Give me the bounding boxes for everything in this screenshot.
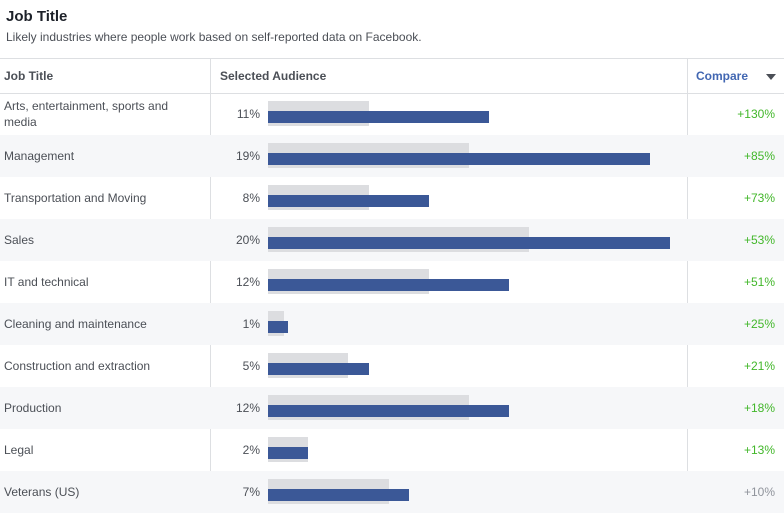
audience-percent: 1%	[242, 317, 260, 331]
column-header-compare[interactable]: Compare	[696, 69, 749, 83]
compare-value: +18%	[743, 401, 775, 415]
compare-value: +51%	[743, 275, 775, 289]
audience-percent: 7%	[242, 485, 260, 499]
selected-audience-bar	[268, 195, 429, 207]
selected-audience-bar	[268, 279, 509, 291]
audience-percent: 12%	[235, 275, 260, 289]
job-title-label: Cleaning and maintenance	[4, 317, 147, 331]
audience-percent: 12%	[235, 401, 260, 415]
compare-value: +85%	[743, 149, 775, 163]
job-title-label: Sales	[4, 233, 35, 247]
table-row: Legal 2% +13%	[0, 429, 784, 471]
table-row: Veterans (US) 7% +10%	[0, 471, 784, 513]
selected-audience-bar	[268, 321, 288, 333]
section-title: Job Title	[6, 8, 68, 25]
table-row: Construction and extraction 5% +21%	[0, 345, 784, 387]
column-header-job-title: Job Title	[4, 69, 54, 83]
compare-value: +130%	[737, 107, 775, 121]
selected-audience-bar	[268, 153, 650, 165]
job-title-label: IT and technical	[4, 275, 89, 289]
table-row: Transportation and Moving 8% +73%	[0, 177, 784, 219]
job-title-label: Management	[4, 149, 75, 163]
compare-value: +73%	[743, 191, 775, 205]
audience-percent: 19%	[235, 149, 260, 163]
section-subtitle: Likely industries where people work base…	[6, 30, 422, 44]
table-row: Sales 20% +53%	[0, 219, 784, 261]
selected-audience-bar	[268, 237, 670, 249]
job-title-label: Transportation and Moving	[4, 191, 147, 205]
selected-audience-bar	[268, 405, 509, 417]
audience-percent: 2%	[242, 443, 260, 457]
audience-percent: 8%	[242, 191, 260, 205]
compare-value: +10%	[743, 485, 775, 499]
table-row: Production 12% +18%	[0, 387, 784, 429]
job-title-label: Construction and extraction	[4, 359, 151, 373]
section-header: Job Title Likely industries where people…	[0, 0, 784, 58]
job-title-label: Legal	[4, 443, 34, 457]
audience-percent: 20%	[235, 233, 260, 247]
job-title-label: Arts, entertainment, sports and media	[4, 99, 169, 129]
table-header: Job Title Selected Audience Compare	[0, 58, 784, 94]
selected-audience-bar	[268, 111, 489, 123]
compare-value: +13%	[743, 443, 775, 457]
audience-percent: 11%	[236, 107, 260, 121]
job-title-label: Veterans (US)	[4, 485, 80, 499]
audience-percent: 5%	[242, 359, 260, 373]
selected-audience-bar	[268, 447, 308, 459]
compare-value: +21%	[743, 359, 775, 373]
table-row: Cleaning and maintenance 1% +25%	[0, 303, 784, 345]
table-row: IT and technical 12% +51%	[0, 261, 784, 303]
selected-audience-bar	[268, 489, 409, 501]
job-title-label: Production	[4, 401, 62, 415]
compare-value: +25%	[743, 317, 775, 331]
column-divider	[687, 58, 688, 513]
column-header-selected-audience: Selected Audience	[220, 69, 327, 83]
table-row: Management 19% +85%	[0, 135, 784, 177]
compare-dropdown[interactable]: Compare	[687, 59, 784, 93]
table-row: Arts, entertainment, sports and media 11%…	[0, 93, 784, 135]
compare-value: +53%	[743, 233, 775, 247]
chevron-down-icon[interactable]	[766, 74, 776, 80]
selected-audience-bar	[268, 363, 369, 375]
column-divider	[210, 58, 211, 513]
